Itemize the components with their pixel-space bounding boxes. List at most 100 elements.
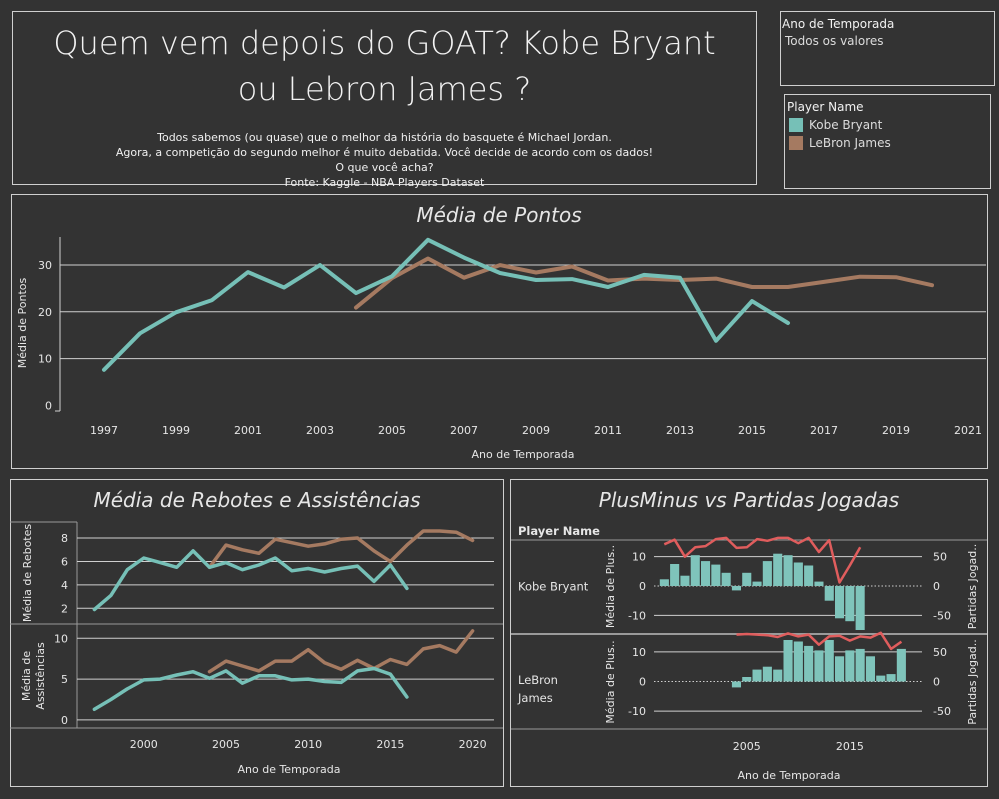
x-tick-label: 2001 bbox=[234, 424, 262, 437]
x-tick-label: 2019 bbox=[882, 424, 910, 437]
y2-tick-label: 0 bbox=[933, 676, 940, 689]
x-axis-label: Ano de Temporada bbox=[471, 448, 574, 461]
title-panel: Quem vem depois do GOAT? Kobe Bryant ou … bbox=[12, 11, 757, 189]
y-axis-label: Assistências bbox=[34, 642, 47, 710]
y-tick-label: 0 bbox=[45, 399, 52, 412]
points-panel-frame bbox=[11, 194, 988, 469]
plusminus-panel-frame bbox=[510, 479, 988, 787]
plusminus-bar bbox=[762, 561, 772, 586]
plusminus-bar bbox=[896, 648, 906, 682]
row-header: Player Name bbox=[518, 524, 600, 538]
legend-item-lebron[interactable]: LeBron James bbox=[789, 136, 990, 150]
bar-axis-label: Média de Plus.. bbox=[604, 545, 617, 628]
legend-swatch bbox=[789, 136, 803, 150]
line-axis-label: Partidas Jogad.. bbox=[966, 639, 979, 724]
y2-tick-label: 50 bbox=[933, 551, 947, 564]
x-axis-label: Ano de Temporada bbox=[737, 769, 840, 782]
y-tick-label: -10 bbox=[628, 705, 646, 718]
series-line-lebron bbox=[354, 256, 934, 310]
plusminus-bar bbox=[814, 650, 824, 682]
plusminus-bar bbox=[824, 586, 834, 601]
y-tick-label: 0 bbox=[61, 714, 68, 727]
x-tick-label: 2009 bbox=[522, 424, 550, 437]
subtitle-line: Todos sabemos (ou quase) que o melhor da… bbox=[157, 131, 612, 144]
plusminus-bar bbox=[804, 565, 814, 586]
season-filter[interactable]: Ano de Temporada Todos os valores bbox=[780, 11, 995, 86]
player-legend: Player Name Kobe Bryant LeBron James bbox=[784, 94, 991, 189]
plusminus-bar bbox=[773, 553, 783, 586]
y-tick-label: 10 bbox=[632, 551, 646, 564]
y2-tick-label: -50 bbox=[933, 705, 951, 718]
plusminus-bar bbox=[773, 669, 783, 682]
series-line-kobe bbox=[102, 237, 790, 372]
subtitle-line: O que você acha? bbox=[335, 161, 434, 174]
x-tick-label: 2003 bbox=[306, 424, 334, 437]
y-tick-label: 8 bbox=[61, 532, 68, 545]
plusminus-bar bbox=[680, 575, 690, 586]
row-label: Kobe Bryant bbox=[518, 580, 589, 594]
plusminus-bar bbox=[814, 581, 824, 586]
plusminus-bar bbox=[804, 645, 814, 682]
x-tick-label: 2005 bbox=[212, 738, 240, 751]
y-tick-label: 6 bbox=[61, 555, 68, 568]
plusminus-bar bbox=[742, 572, 752, 586]
plusminus-bar bbox=[711, 564, 721, 586]
plusminus-bar bbox=[855, 586, 865, 630]
plusminus-bar bbox=[886, 674, 896, 682]
y-tick-label: 5 bbox=[61, 673, 68, 686]
plusminus-bar bbox=[659, 579, 669, 586]
x-tick-label: 2017 bbox=[810, 424, 838, 437]
plusminus-bar bbox=[835, 586, 845, 619]
legend-item-kobe[interactable]: Kobe Bryant bbox=[789, 118, 990, 132]
x-tick-label: 2011 bbox=[594, 424, 622, 437]
legend-title: Player Name bbox=[787, 100, 864, 114]
legend-swatch bbox=[789, 118, 803, 132]
y-axis-label: Média de Rebotes bbox=[21, 524, 34, 622]
y2-tick-label: 50 bbox=[933, 646, 947, 659]
chart-title: PlusMinus vs Partidas Jogadas bbox=[599, 488, 899, 512]
plusminus-bar bbox=[701, 561, 711, 586]
y-tick-label: 0 bbox=[639, 676, 646, 689]
y-tick-label: 0 bbox=[639, 580, 646, 593]
y-tick-label: 30 bbox=[38, 259, 52, 272]
plusminus-bar bbox=[845, 586, 855, 622]
plusminus-bar bbox=[690, 555, 700, 586]
games-played-line bbox=[663, 536, 862, 584]
bar-axis-label: Média de Plus.. bbox=[604, 640, 617, 723]
subtitle-line: Agora, a competição do segundo melhor é … bbox=[115, 146, 654, 159]
series-line-kobe bbox=[92, 549, 409, 612]
filter-value[interactable]: Todos os valores bbox=[785, 34, 884, 48]
plusminus-bar bbox=[752, 581, 762, 586]
plusminus-bar bbox=[824, 640, 834, 682]
legend-label: Kobe Bryant bbox=[809, 118, 883, 132]
plusminus-bar bbox=[762, 666, 772, 682]
plusminus-bar bbox=[742, 677, 752, 682]
plusminus-bar bbox=[855, 648, 865, 682]
series-line-lebron bbox=[207, 629, 475, 674]
x-tick-label: 2005 bbox=[378, 424, 406, 437]
plusminus-bar bbox=[793, 562, 803, 586]
y-axis-label: Média de bbox=[20, 651, 33, 702]
series-line-kobe bbox=[92, 666, 409, 712]
y-tick-label: 20 bbox=[38, 306, 52, 319]
chart-title: Média de Pontos bbox=[416, 203, 581, 227]
plusminus-bar bbox=[731, 586, 741, 591]
plusminus-bar bbox=[752, 669, 762, 682]
y-tick-label: 4 bbox=[61, 579, 68, 592]
y2-tick-label: -50 bbox=[933, 609, 951, 622]
x-tick-label: 2013 bbox=[666, 424, 694, 437]
reb-ast-panel-frame bbox=[10, 479, 504, 787]
y2-tick-label: 0 bbox=[933, 580, 940, 593]
x-tick-label: 2015 bbox=[738, 424, 766, 437]
x-tick-label: 1999 bbox=[162, 424, 190, 437]
y-axis-label: Média de Pontos bbox=[16, 277, 29, 368]
x-tick-label: 2015 bbox=[376, 738, 404, 751]
plusminus-bar bbox=[670, 564, 680, 586]
y-tick-label: -10 bbox=[628, 609, 646, 622]
dashboard-subtitle: Todos sabemos (ou quase) que o melhor da… bbox=[13, 130, 756, 190]
y-tick-label: 10 bbox=[54, 632, 68, 645]
chart-title: Média de Rebotes e Assistências bbox=[93, 488, 420, 512]
row-label: James bbox=[517, 691, 553, 705]
plusminus-bar bbox=[783, 555, 793, 586]
x-tick-label: 2010 bbox=[294, 738, 322, 751]
